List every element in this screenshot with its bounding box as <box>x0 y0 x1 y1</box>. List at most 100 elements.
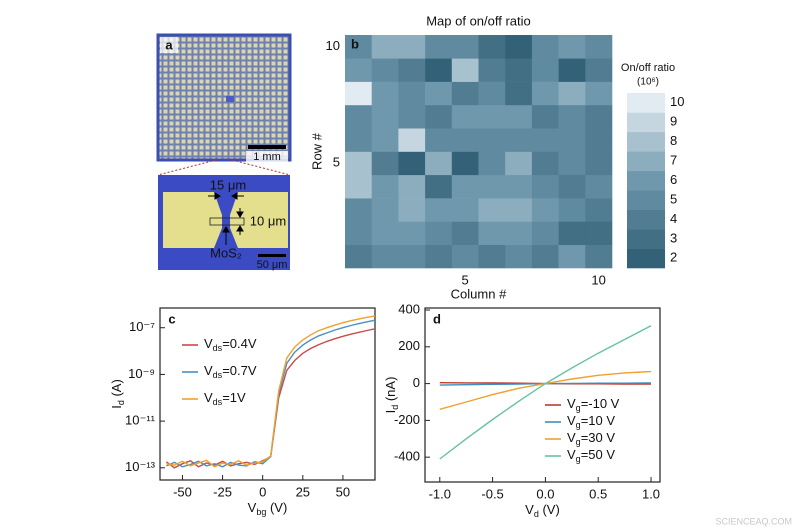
heat-cell <box>585 35 613 59</box>
x-tick-label: 5 <box>462 272 469 287</box>
heat-cell <box>398 244 426 269</box>
heat-cell <box>371 58 399 82</box>
legend-label-part: =1V <box>222 390 246 405</box>
heat-cell <box>585 198 613 222</box>
heat-cell <box>451 81 479 106</box>
heat-cell <box>425 174 453 199</box>
y-tick-label: 10⁻⁹ <box>128 366 155 381</box>
x-axis-label-part: d <box>534 509 539 519</box>
legend-label: Vg=50 V <box>567 447 615 464</box>
heat-cell <box>371 244 399 269</box>
heat-cell <box>371 104 399 129</box>
panel-a: 1 mm a 15 μm 10 μm MoS₂ 50 μm <box>156 33 292 271</box>
legend-label-part: V <box>567 413 576 428</box>
heat-cell <box>531 151 559 176</box>
colorbar-swatch <box>627 170 665 191</box>
legend-label-part: g <box>576 437 581 447</box>
heat-cell <box>531 128 559 152</box>
heat-cell <box>371 128 399 152</box>
legend-label: Vds=0.7V <box>204 363 257 380</box>
heat-cell <box>531 58 559 82</box>
colorbar-tick-label: 8 <box>670 133 677 148</box>
heat-cell <box>345 58 372 82</box>
legend-label-part: ds <box>213 397 223 407</box>
x-axis-label: Vbg (V) <box>248 500 288 517</box>
heat-cell <box>371 35 399 59</box>
heat-cell <box>505 58 533 82</box>
x-axis-label-part: bg <box>256 507 266 517</box>
heat-cell <box>451 128 479 152</box>
y-axis-label-part: (A) <box>109 379 124 400</box>
heat-cell <box>505 81 533 106</box>
arrows <box>208 192 244 200</box>
heat-cell <box>345 128 372 152</box>
heat-cell <box>425 244 453 269</box>
legend-label-part: ds <box>213 370 223 380</box>
legend-label-part: =30 V <box>581 430 616 445</box>
heat-cell <box>585 151 613 176</box>
legend-label-part: =-10 V <box>581 396 620 411</box>
panel-label: b <box>351 36 359 51</box>
y-tick-label: -400 <box>394 449 420 464</box>
heat-cell <box>398 81 426 106</box>
legend-label: Vds=1V <box>204 390 246 407</box>
heat-cell <box>345 221 372 245</box>
heat-cell <box>398 221 426 245</box>
heat-cell <box>478 81 506 106</box>
chart-title: Map of on/off ratio <box>426 13 531 28</box>
heat-cell <box>371 221 399 245</box>
heat-cell <box>505 128 533 152</box>
heat-cell <box>505 221 533 245</box>
heat-cell <box>558 58 586 82</box>
y-axis-label-part: d <box>116 400 126 405</box>
zoom-line <box>231 159 291 176</box>
heat-cell <box>371 198 399 222</box>
y-axis-label: Row # <box>309 132 324 170</box>
heat-cell <box>585 104 613 129</box>
heat-cell <box>558 151 586 176</box>
y-tick-label: 10⁻¹¹ <box>125 413 156 428</box>
arrows <box>222 208 244 245</box>
heat-cell <box>558 81 586 106</box>
x-tick-label: 25 <box>296 484 310 499</box>
heat-cell <box>371 174 399 199</box>
heat-cell <box>478 128 506 152</box>
heat-cell <box>558 198 586 222</box>
x-tick-label: 0 <box>259 484 266 499</box>
x-tick-label: -1.0 <box>429 486 451 501</box>
colorbar-tick-label: 10 <box>670 94 684 109</box>
device-highlight <box>226 96 234 102</box>
x-tick-label: -25 <box>213 484 232 499</box>
x-tick-label: -50 <box>173 484 192 499</box>
heat-cell <box>345 35 372 59</box>
legend-label-part: V <box>567 396 576 411</box>
colorbar-swatch <box>627 209 665 230</box>
legend-label-part: V <box>567 447 576 462</box>
scale-label: 50 μm <box>257 259 288 271</box>
legend-label-part: =0.4V <box>222 336 257 351</box>
heat-cell <box>531 221 559 245</box>
x-axis-label-part: (V) <box>539 502 560 517</box>
heat-cell <box>558 35 586 59</box>
colorbar-tick-label: 3 <box>670 230 677 245</box>
y-tick-label: 400 <box>398 301 420 316</box>
heat-cell <box>505 198 533 222</box>
heat-cell <box>531 198 559 222</box>
y-tick-label: 10⁻¹³ <box>125 459 156 474</box>
heat-cell <box>478 221 506 245</box>
series-line <box>166 319 376 468</box>
x-tick-label: 0.5 <box>589 486 607 501</box>
colorbar-swatch <box>627 131 665 152</box>
heat-cell <box>505 244 533 269</box>
colorbar-swatch <box>627 112 665 133</box>
y-axis-label: Id (nA) <box>383 377 400 414</box>
label-bg <box>160 37 178 53</box>
heat-cell <box>425 198 453 222</box>
heat-cell <box>531 244 559 269</box>
zoom-line <box>157 159 217 176</box>
heat-cell <box>585 58 613 82</box>
heat-cell <box>531 81 559 106</box>
watermark: SCIENCEAQ.COM <box>715 516 792 526</box>
material-label: MoS₂ <box>210 245 242 260</box>
scale-bar <box>258 254 286 257</box>
